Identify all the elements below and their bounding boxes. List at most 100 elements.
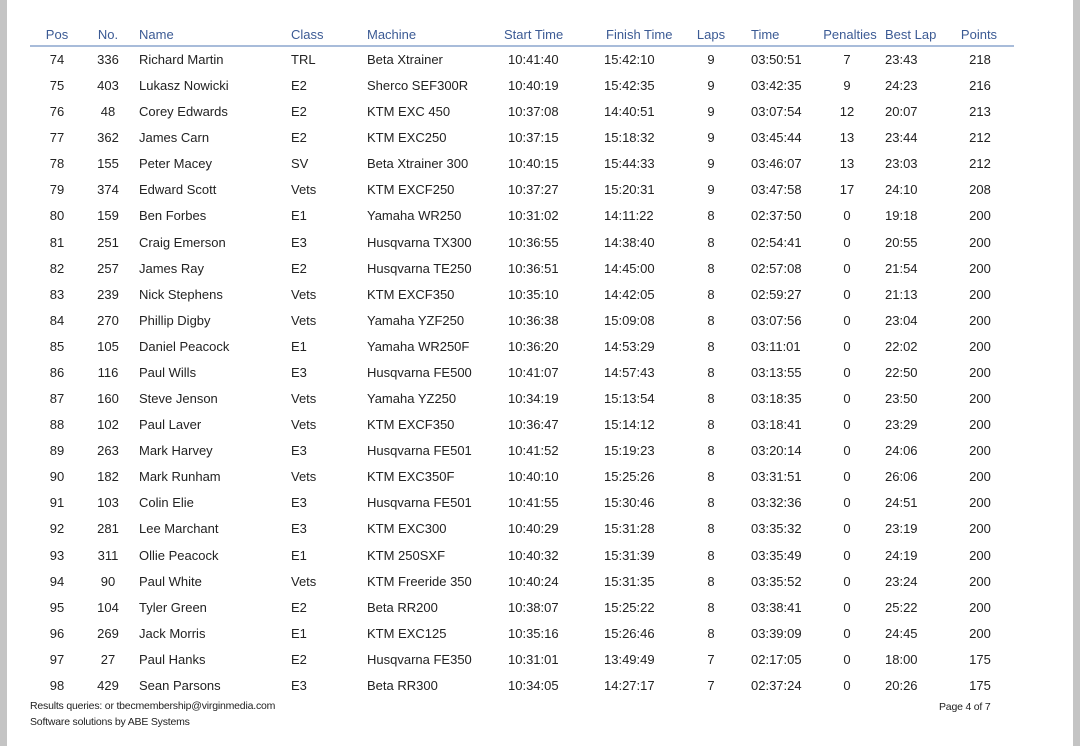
- cell-finish-time: 15:09:08: [604, 312, 655, 328]
- cell-best-lap: 23:04: [885, 312, 918, 328]
- cell-pos: 94: [49, 573, 65, 589]
- cell-start-time: 10:40:29: [508, 521, 559, 537]
- cell-finish-time: 14:11:22: [604, 208, 654, 224]
- column-header-number: No.: [97, 27, 119, 42]
- cell-machine: Beta RR300: [367, 677, 438, 693]
- cell-time: 03:35:32: [751, 521, 802, 537]
- cell-time: 03:38:41: [751, 599, 802, 615]
- cell-best-lap: 21:13: [885, 286, 918, 302]
- cell-machine: KTM Freeride 350: [367, 573, 472, 589]
- cell-penalties: 0: [843, 651, 851, 667]
- cell-pos: 86: [49, 364, 65, 380]
- cell-class: E2: [291, 130, 307, 146]
- cell-number: 269: [97, 625, 119, 641]
- cell-points: 200: [969, 208, 991, 224]
- cell-best-lap: 23:44: [885, 130, 918, 146]
- cell-name: Paul Laver: [139, 417, 202, 433]
- cell-pos: 80: [49, 208, 65, 224]
- table-row: 98 429 Sean Parsons E3 Beta RR300 10:34:05 14:…: [7, 678, 1073, 704]
- cell-laps: 8: [707, 417, 715, 433]
- table-row: 80 159 Ben Forbes E1 Yamaha WR250 10:31:02 14:…: [7, 208, 1073, 234]
- table-row: 88 102 Paul Laver Vets KTM EXCF350 10:36:47 15…: [7, 417, 1073, 443]
- cell-class: E3: [291, 521, 307, 537]
- cell-pos: 85: [49, 338, 65, 354]
- cell-name: Corey Edwards: [139, 104, 228, 120]
- column-header-start-time: Start Time: [504, 27, 564, 42]
- table-row: 82 257 James Ray E2 Husqvarna TE250 10:36:51 1…: [7, 261, 1073, 287]
- cell-number: 48: [100, 104, 116, 120]
- cell-points: 200: [969, 495, 991, 511]
- cell-penalties: 0: [843, 599, 851, 615]
- table-row: 86 116 Paul Wills E3 Husqvarna FE500 10:41:07…: [7, 365, 1073, 391]
- table-row: 91 103 Colin Elie E3 Husqvarna FE501 10:41:55…: [7, 495, 1073, 521]
- cell-time: 02:17:05: [751, 651, 802, 667]
- cell-start-time: 10:35:10: [508, 286, 559, 302]
- cell-start-time: 10:36:47: [508, 417, 559, 433]
- cell-start-time: 10:40:24: [508, 573, 559, 589]
- cell-class: Vets: [291, 182, 317, 198]
- table-row: 90 182 Mark Runham Vets KTM EXC350F 10:40:10 1…: [7, 469, 1073, 495]
- cell-number: 362: [97, 130, 119, 146]
- table-row: 92 281 Lee Marchant E3 KTM EXC300 10:40:29 15:…: [7, 521, 1073, 547]
- cell-penalties: 0: [843, 547, 851, 563]
- cell-best-lap: 23:29: [885, 417, 918, 433]
- cell-best-lap: 19:18: [885, 208, 918, 224]
- cell-time: 03:31:51: [751, 469, 802, 485]
- cell-machine: KTM EXC350F: [367, 469, 455, 485]
- table-row: 84 270 Phillip Digby Vets Yamaha YZF250 10:36…: [7, 313, 1073, 339]
- cell-class: E3: [291, 677, 307, 693]
- cell-class: E1: [291, 625, 307, 641]
- table-row: 76 48 Corey Edwards E2 KTM EXC 450 10:37:08 14…: [7, 104, 1073, 130]
- cell-machine: Husqvarna FE501: [367, 495, 472, 511]
- table-row: 87 160 Steve Jenson Vets Yamaha YZ250 10:34:1…: [7, 391, 1073, 417]
- cell-laps: 9: [707, 156, 715, 172]
- cell-points: 200: [969, 260, 991, 276]
- cell-finish-time: 15:26:46: [604, 625, 655, 641]
- table-row: 85 105 Daniel Peacock E1 Yamaha WR250F 10:36:…: [7, 339, 1073, 365]
- cell-best-lap: 24:51: [885, 495, 918, 511]
- cell-points: 200: [969, 443, 991, 459]
- column-header-laps: Laps: [696, 27, 726, 42]
- column-header-finish-time: Finish Time: [606, 27, 673, 42]
- cell-laps: 8: [707, 495, 715, 511]
- cell-name: Paul White: [139, 573, 202, 589]
- cell-penalties: 0: [843, 208, 851, 224]
- cell-penalties: 7: [843, 52, 851, 67]
- column-header-points: Points: [960, 27, 998, 42]
- cell-start-time: 10:41:52: [508, 443, 559, 459]
- cell-name: Peter Macey: [139, 156, 212, 172]
- cell-machine: Husqvarna FE501: [367, 443, 472, 459]
- table-row: 97 27 Paul Hanks E2 Husqvarna FE350 10:31:01 1…: [7, 652, 1073, 678]
- cell-number: 257: [97, 260, 119, 276]
- cell-points: 200: [969, 625, 991, 641]
- cell-name: Sean Parsons: [139, 677, 221, 693]
- cell-pos: 92: [49, 521, 65, 537]
- cell-time: 03:35:52: [751, 573, 802, 589]
- cell-best-lap: 24:45: [885, 625, 918, 641]
- cell-number: 160: [97, 391, 119, 407]
- cell-start-time: 10:38:07: [508, 599, 559, 615]
- cell-best-lap: 20:55: [885, 234, 918, 250]
- cell-machine: Sherco SEF300R: [367, 78, 469, 94]
- cell-machine: KTM EXCF350: [367, 417, 455, 433]
- cell-best-lap: 23:03: [885, 156, 918, 172]
- cell-laps: 8: [707, 521, 715, 537]
- cell-pos: 87: [49, 391, 65, 407]
- cell-start-time: 10:37:15: [508, 130, 559, 146]
- cell-best-lap: 20:26: [885, 677, 918, 693]
- cell-pos: 76: [49, 104, 65, 120]
- cell-name: Tyler Green: [139, 599, 207, 615]
- cell-finish-time: 15:30:46: [604, 495, 655, 511]
- cell-machine: Husqvarna FE350: [367, 651, 472, 667]
- cell-name: Steve Jenson: [139, 391, 218, 407]
- cell-penalties: 0: [843, 338, 851, 354]
- cell-points: 175: [969, 677, 991, 693]
- cell-best-lap: 23:43: [885, 52, 918, 67]
- cell-number: 105: [97, 338, 119, 354]
- cell-pos: 75: [49, 78, 65, 94]
- cell-laps: 7: [707, 651, 715, 667]
- results-page: Pos No. Name Class Machine Start Time Finish T…: [7, 0, 1073, 746]
- cell-start-time: 10:31:01: [508, 651, 559, 667]
- cell-finish-time: 15:18:32: [604, 130, 655, 146]
- cell-penalties: 0: [843, 495, 851, 511]
